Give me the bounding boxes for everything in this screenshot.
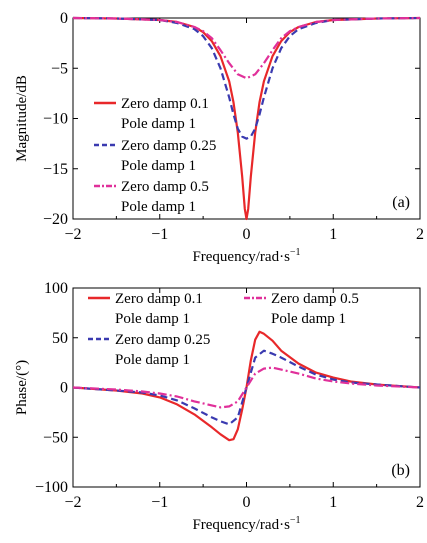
- legend-label-line2: Pole damp 1: [271, 311, 346, 327]
- legend: Zero damp 0.1 Pole damp 1 Zero damp 0.25 Po…: [88, 291, 359, 368]
- series-group: [73, 16, 420, 221]
- series-line-3: [73, 16, 420, 80]
- x-tick-label: −2: [64, 226, 81, 243]
- legend-label-line2: Pole damp 1: [115, 311, 190, 327]
- y-tick-label: −100: [35, 479, 68, 496]
- x-axis-label-text: Frequency/rad·s: [192, 249, 290, 265]
- legend-label: Zero damp 0.5: [271, 291, 359, 307]
- legend-label-line2: Pole damp 1: [121, 199, 196, 215]
- y-tick-label: 100: [44, 280, 68, 297]
- y-tick-label: −5: [51, 60, 68, 77]
- y-tick-label: −15: [43, 161, 68, 178]
- y-tick-label: 50: [52, 330, 68, 347]
- x-tick-label: 0: [243, 494, 251, 511]
- x-axis-label: Frequency/rad·s−1: [192, 247, 300, 265]
- y-tick-label: 0: [60, 380, 68, 397]
- x-tick-label: −1: [151, 226, 168, 243]
- x-tick-label: 2: [416, 226, 424, 243]
- panel-label: (a): [392, 194, 410, 211]
- magnitude-chart: −2 −1 0 1 20−5−10−15−20Frequency/rad·s−1Magn…: [14, 10, 424, 265]
- x-tick-label: −2: [64, 494, 81, 511]
- legend-label: Zero damp 0.1: [115, 291, 203, 307]
- y-tick-label: −50: [43, 429, 68, 446]
- x-axis-label: Frequency/rad·s−1: [192, 515, 300, 533]
- series-group: [73, 330, 420, 442]
- y-axis-label: Phase/(°): [14, 360, 30, 415]
- legend-label: Zero damp 0.25: [121, 138, 216, 154]
- panel-label: (b): [391, 462, 410, 479]
- legend-label-line2: Pole damp 1: [115, 352, 190, 368]
- y-tick-label: −20: [43, 211, 68, 228]
- legend-label-line2: Pole damp 1: [121, 158, 196, 174]
- series-line-3: [73, 366, 420, 409]
- legend-label: Zero damp 0.1: [121, 96, 209, 112]
- legend-label-line2: Pole damp 1: [121, 116, 196, 132]
- x-axis-label-superscript: −1: [290, 515, 301, 526]
- x-tick-label: −1: [151, 494, 168, 511]
- x-tick-label: 2: [416, 494, 424, 511]
- x-tick-label: 0: [243, 226, 251, 243]
- y-axis-label: Magnitude/dB: [14, 75, 30, 162]
- x-tick-label: 1: [329, 226, 337, 243]
- series-line-1: [73, 330, 420, 442]
- x-tick-label: 1: [329, 494, 337, 511]
- series-line-2: [73, 349, 420, 426]
- series-line-2: [73, 16, 420, 140]
- x-axis-label-text: Frequency/rad·s: [192, 517, 290, 533]
- legend-label: Zero damp 0.5: [121, 179, 209, 195]
- legend: Zero damp 0.1 Pole damp 1 Zero damp 0.25 Po…: [94, 96, 216, 215]
- y-tick-label: 0: [60, 10, 68, 27]
- legend-label: Zero damp 0.25: [115, 332, 210, 348]
- y-tick-label: −10: [43, 111, 68, 128]
- phase-chart: −2 −1 0 1 2100500−50−100Frequency/rad·s−1Pha…: [14, 280, 424, 533]
- x-axis-label-superscript: −1: [290, 247, 301, 258]
